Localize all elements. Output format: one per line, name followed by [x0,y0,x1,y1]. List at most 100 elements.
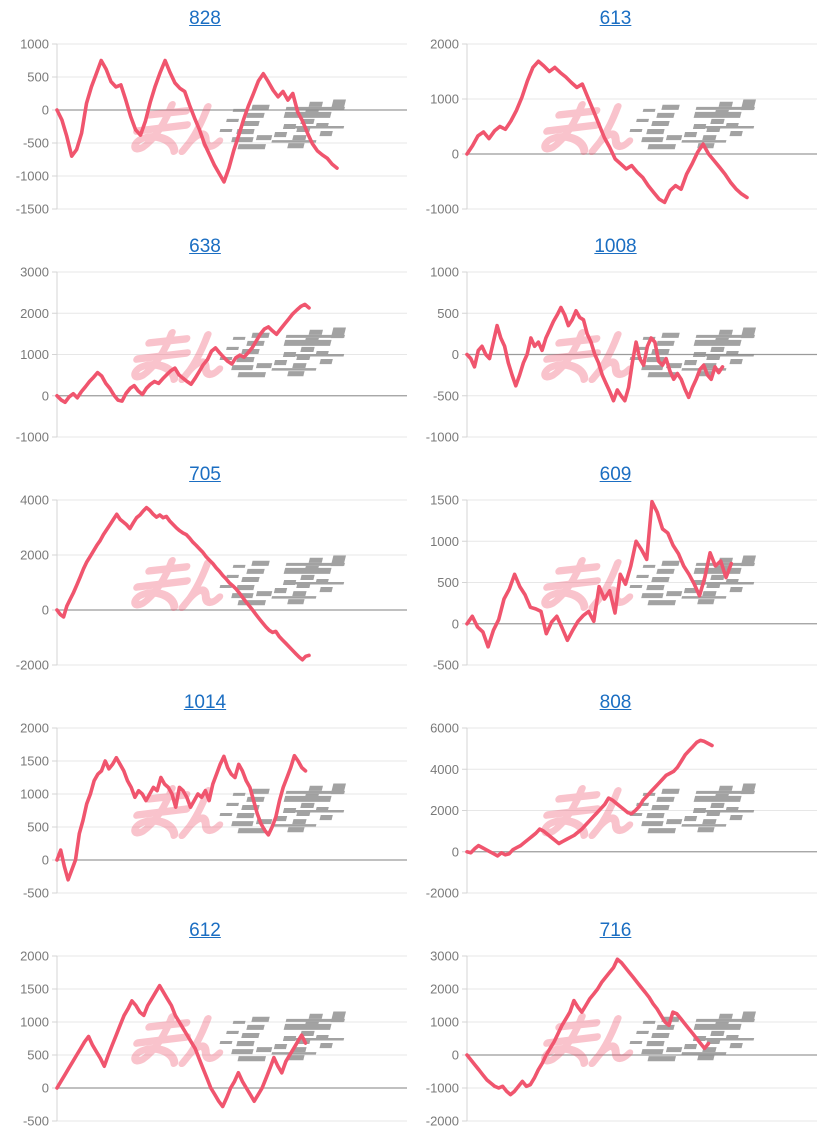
y-axis-labels: 1500 1000 500 0 -500 [430,493,459,673]
y-tick-label: 500 [27,1048,49,1063]
y-tick-label: -2000 [426,1114,459,1129]
y-tick-label: 0 [42,1081,49,1096]
y-tick-label: 1000 [20,1015,49,1030]
chart-title-link[interactable]: 1014 [183,692,227,713]
line-chart: 3000 2000 1000 0 -1000 [16,265,407,445]
y-tick-label: 0 [452,347,459,362]
y-tick-label: 2000 [430,803,459,818]
y-tick-label: 1000 [20,347,49,362]
series-line [55,983,308,1109]
line-chart: 1000 500 0 -500 -1000 [426,265,817,445]
chart-cell: 705 4000 2000 0 -2000 [0,456,410,684]
y-tick-label: 0 [42,388,49,403]
y-tick-label: 500 [27,820,49,835]
y-tick-label: -2000 [16,658,49,673]
chart-title-link[interactable]: 613 [599,8,632,29]
y-tick-label: 1500 [20,754,49,769]
y-tick-label: -1000 [426,430,459,445]
gridlines [462,955,817,1122]
y-tick-label: 0 [452,844,459,859]
series-line [465,499,734,649]
y-tick-label: 6000 [430,721,459,736]
gridlines [52,955,407,1122]
y-tick-label: 2000 [430,37,459,52]
chart-cell: 1014 2000 1500 1000 500 0 -500 [0,684,410,912]
y-tick-label: 4000 [20,493,49,508]
watermark [542,557,760,607]
y-axis-labels: 2000 1500 1000 500 0 -500 [20,949,49,1129]
y-tick-label: 500 [437,575,459,590]
y-tick-label: -2000 [426,886,459,901]
y-axis-labels: 2000 1000 0 -1000 [426,37,459,217]
chart-title: 612 [0,912,410,946]
y-tick-label: -1000 [426,1081,459,1096]
chart-title-link[interactable]: 705 [189,464,221,485]
chart-cell: 613 2000 1000 0 -1000 [410,0,821,228]
y-tick-label: 500 [437,306,459,321]
series-line [55,753,308,882]
y-axis-labels: 4000 2000 0 -2000 [16,493,49,673]
chart-title-link[interactable]: 808 [599,692,632,713]
gridlines [462,499,817,666]
y-tick-label: 1000 [430,1015,459,1030]
chart-title-link[interactable]: 612 [189,920,221,941]
y-tick-label: -500 [433,388,459,403]
y-tick-label: 0 [452,1048,459,1063]
gridlines [462,43,817,210]
y-axis-labels: 3000 2000 1000 0 -1000 [16,265,49,445]
line-chart: 2000 1000 0 -1000 [426,37,817,217]
chart-title-link[interactable]: 609 [599,464,632,485]
y-tick-label: 0 [452,147,459,162]
gridlines [52,271,407,438]
chart-title: 1008 [410,228,821,262]
gridlines [462,727,817,894]
chart-title-link[interactable]: 716 [599,920,632,941]
y-tick-label: 1000 [430,92,459,107]
chart-cell: 716 3000 2000 1000 0 -1000 -2000 [410,912,821,1140]
chart-title: 828 [0,0,410,34]
y-tick-label: -1500 [16,202,49,217]
chart-title: 1014 [0,684,410,718]
line-chart: 2000 1500 1000 500 0 -500 [20,721,407,901]
y-tick-label: 1000 [20,787,49,802]
chart-cell: 808 6000 4000 2000 0 -2000 [410,684,821,912]
chart-title-link[interactable]: 828 [189,8,221,29]
chart-title: 705 [0,456,410,490]
chart-title-link[interactable]: 1008 [594,236,637,257]
y-axis-labels: 1000 500 0 -500 -1000 -1500 [16,37,49,217]
y-tick-label: -500 [23,886,49,901]
chart-cell: 612 2000 1500 1000 500 0 -500 [0,912,410,1140]
y-axis-labels: 6000 4000 2000 0 -2000 [426,721,459,901]
series-line [465,738,714,858]
watermark [132,557,350,607]
chart-title-link[interactable]: 638 [189,236,221,257]
watermark [542,101,760,151]
chart-title: 638 [0,228,410,262]
series-line [55,505,311,662]
y-tick-label: -500 [433,658,459,673]
chart-cell: 1008 1000 500 0 -500 -1000 [410,228,821,456]
y-tick-label: 4000 [430,762,459,777]
gridlines [52,727,407,894]
y-tick-label: 1000 [430,265,459,280]
y-tick-label: 0 [452,616,459,631]
y-tick-label: -1000 [426,202,459,217]
y-tick-label: 1000 [20,37,49,52]
line-chart: 3000 2000 1000 0 -1000 -2000 [426,949,817,1129]
y-tick-label: 0 [42,603,49,618]
chart-title: 808 [410,684,821,718]
y-tick-label: 3000 [20,265,49,280]
y-tick-label: 1000 [430,534,459,549]
line-chart: 2000 1500 1000 500 0 -500 [20,949,407,1129]
series-line [465,957,711,1097]
series-line [465,305,725,403]
line-chart: 6000 4000 2000 0 -2000 [426,721,817,901]
y-tick-label: -500 [23,1114,49,1129]
y-tick-label: 3000 [430,949,459,964]
series-line [465,59,749,205]
y-tick-label: -500 [23,136,49,151]
y-tick-label: -1000 [16,430,49,445]
chart-cell: 828 1000 500 0 -500 -1000 -1500 [0,0,410,228]
series-line [55,302,311,405]
